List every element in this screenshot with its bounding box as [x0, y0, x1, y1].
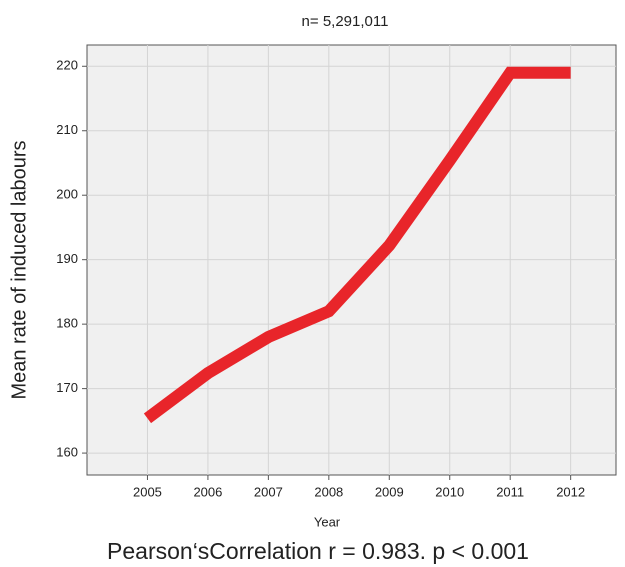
- x-tick-label: 2006: [193, 484, 222, 499]
- x-tick-label: 2012: [556, 484, 585, 499]
- y-tick-label: 200: [56, 187, 78, 202]
- x-axis-label: Year: [314, 514, 341, 529]
- annotation: Pearson‘sCorrelation r = 0.983. p < 0.00…: [107, 538, 529, 564]
- x-tick-label: 2005: [133, 484, 162, 499]
- y-tick-label: 220: [56, 58, 78, 73]
- y-tick-label: 190: [56, 251, 78, 266]
- y-tick-label: 210: [56, 122, 78, 137]
- x-tick-label: 2011: [496, 484, 524, 499]
- y-tick-label: 160: [56, 445, 78, 460]
- chart-title: n= 5,291,011: [302, 13, 389, 30]
- x-tick-label: 2007: [254, 484, 283, 499]
- x-tick-label: 2010: [435, 484, 464, 499]
- line: [143, 66, 571, 424]
- y-axis-label: Mean rate of induced labours: [8, 140, 30, 399]
- x-tick-label: 2008: [314, 484, 343, 499]
- x-tick-label: 2009: [375, 484, 404, 499]
- y-tick-label: 180: [56, 316, 78, 331]
- y-tick-label: 170: [56, 380, 78, 395]
